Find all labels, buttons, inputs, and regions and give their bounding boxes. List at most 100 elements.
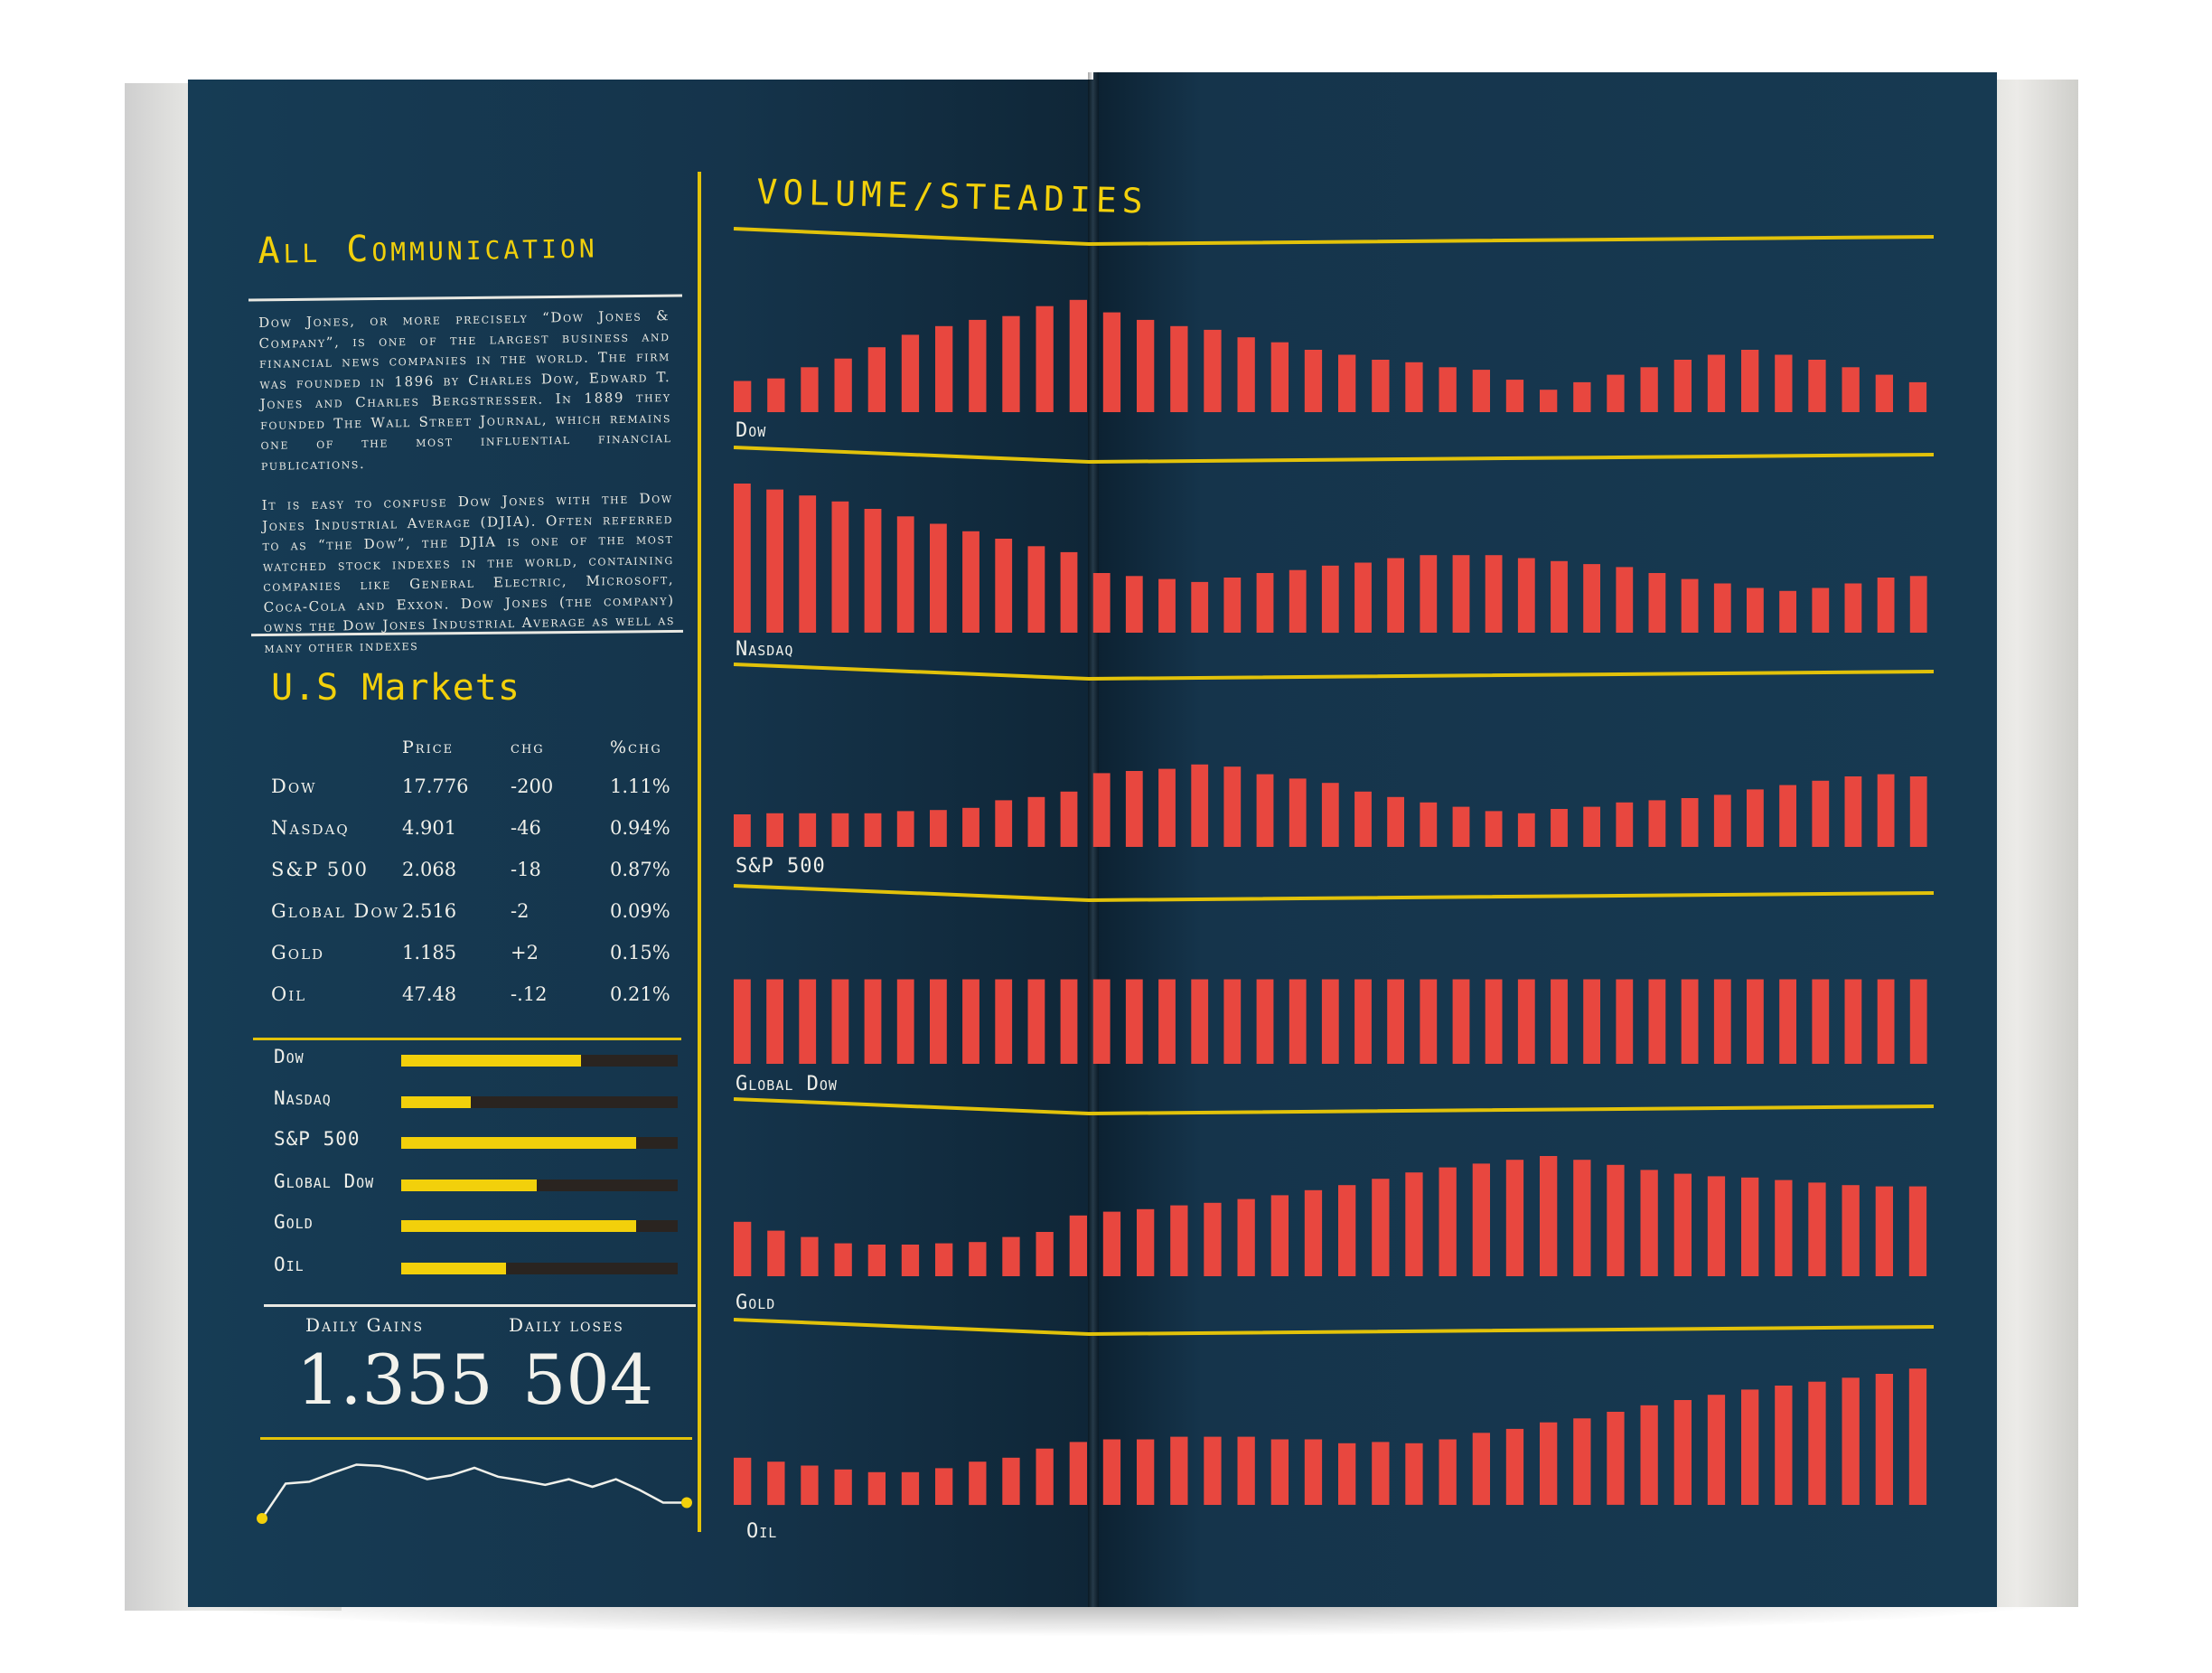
volume-bar (969, 1242, 987, 1276)
volume-bar (799, 495, 817, 633)
volume-bar (1741, 1389, 1759, 1505)
volume-bar (1387, 979, 1404, 1064)
bar-label: S&P 500 (274, 1128, 361, 1150)
volume-bar (1223, 578, 1242, 633)
volume-bar (864, 813, 882, 847)
row-pct: 1.11% (610, 775, 670, 797)
volume-bar (1270, 1439, 1289, 1505)
volume-bar (1741, 350, 1759, 412)
table-row: Gold 1.185 +2 0.15% (271, 932, 682, 973)
volume-bar (1137, 1439, 1155, 1505)
volume-bar (1069, 1442, 1087, 1505)
volume-bar (1812, 780, 1830, 847)
volume-bar (1304, 1189, 1323, 1276)
volume-bar (1607, 1412, 1625, 1505)
bar-track (401, 1180, 678, 1191)
volume-bar (1747, 587, 1764, 633)
volume-bar (1439, 1439, 1457, 1505)
volume-bar (1844, 776, 1862, 847)
series-label: Gold (736, 1292, 776, 1314)
section-rule (733, 663, 1935, 681)
row-name: S&P 500 (271, 859, 369, 880)
volume-bar (766, 813, 783, 847)
volume-bar (1158, 768, 1176, 847)
vertical-divider (698, 172, 701, 1532)
volume-bar (1877, 774, 1895, 847)
volume-bar (1842, 1185, 1860, 1276)
volume-bar (1517, 979, 1535, 1064)
volume-bar (1707, 1395, 1726, 1505)
volume-bar (896, 516, 914, 633)
volume-bar (995, 800, 1013, 847)
volume-bar (1472, 370, 1490, 412)
volume-bar (1237, 337, 1255, 412)
volume-bar (1420, 802, 1438, 847)
volume-bar (1505, 380, 1524, 412)
table-row: Nasdaq 4.901 -46 0.94% (271, 807, 682, 849)
volume-bar (1223, 979, 1242, 1064)
bar-track (401, 1055, 678, 1067)
volume-bar (1877, 979, 1895, 1064)
volume-bar (867, 1471, 886, 1506)
section-rule (733, 884, 1935, 903)
row-pct: 0.87% (610, 859, 670, 880)
volume-bar (1237, 1198, 1255, 1276)
volume-bar (1321, 565, 1339, 634)
row-pct: 0.21% (610, 983, 670, 1005)
daily-losses-value: 504 (522, 1339, 654, 1420)
volume-bar (1640, 367, 1658, 412)
volume-bar (1808, 360, 1826, 412)
volume-bar (1321, 783, 1339, 847)
sparkline-line (260, 1463, 687, 1519)
volume-bar (831, 813, 849, 847)
volume-bar (1551, 560, 1568, 633)
volume-bar (1747, 789, 1764, 847)
section-rule (733, 1318, 1935, 1337)
volume-bar (1270, 342, 1289, 412)
volume-bar (1681, 979, 1699, 1064)
volume-bar (1137, 319, 1155, 412)
volume-bar (767, 1230, 785, 1276)
volume-bar (834, 1469, 852, 1505)
volume-bar (1354, 791, 1372, 847)
series-label: Oil (746, 1520, 778, 1543)
volume-bar (1485, 979, 1503, 1064)
row-chg: -18 (511, 859, 541, 880)
daily-gains-label: Daily Gains (305, 1314, 425, 1336)
volume-bar (1354, 562, 1372, 633)
volume-bar (1616, 802, 1634, 847)
volume-bar (1321, 979, 1339, 1064)
volume-bar (1540, 1422, 1558, 1505)
volume-bar (1673, 360, 1692, 412)
section-rule (733, 1097, 1935, 1116)
volume-bar (969, 1462, 987, 1506)
volume-bar (1517, 558, 1535, 633)
volume-bar (1338, 354, 1356, 412)
bar-label: Global Dow (274, 1170, 375, 1192)
volume-bar (1909, 576, 1927, 633)
volume-bar (1405, 1443, 1423, 1505)
volume-bar (864, 509, 882, 633)
volume-bar (1517, 813, 1535, 847)
volume-bar (1583, 564, 1600, 633)
volume-bar (1420, 979, 1438, 1064)
volume-bar (1808, 1381, 1826, 1505)
row-name: Global Dow (271, 900, 400, 922)
volume-bar (1270, 1195, 1289, 1276)
volume-bar (1452, 555, 1470, 633)
volume-bar (1573, 1418, 1591, 1505)
volume-bar (734, 979, 751, 1064)
volume-bar (1204, 1436, 1222, 1505)
volume-bar (1027, 979, 1045, 1064)
volume-bar (766, 489, 783, 633)
volume-bar (1779, 590, 1796, 633)
row-chg: -2 (511, 900, 530, 922)
volume-bar (969, 319, 987, 412)
volume-bar (1707, 1176, 1726, 1276)
volume-bar (1405, 362, 1423, 412)
volume-bar (1452, 979, 1470, 1064)
volume-bar (896, 811, 914, 847)
volume-bar (1338, 1443, 1356, 1505)
volume-bar (1439, 367, 1457, 412)
volume-bar (1060, 979, 1078, 1064)
